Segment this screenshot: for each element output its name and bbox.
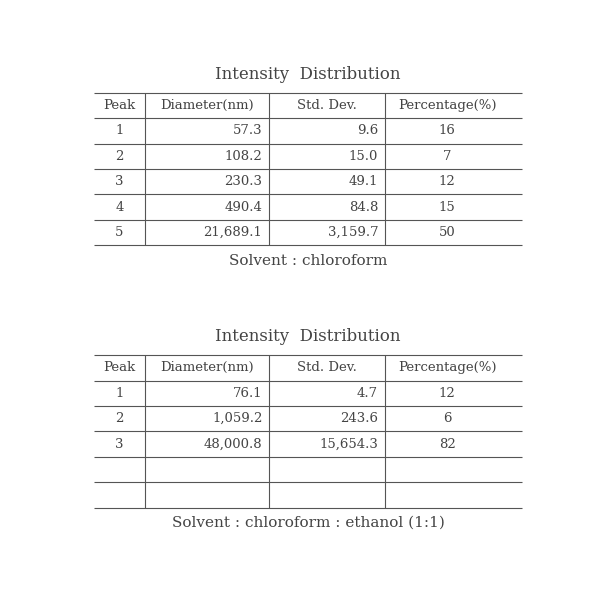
Text: 3: 3 xyxy=(115,437,124,451)
Text: 50: 50 xyxy=(439,226,456,239)
Text: Peak: Peak xyxy=(103,361,136,374)
Text: 16: 16 xyxy=(439,124,456,137)
Text: 4: 4 xyxy=(115,200,124,214)
Text: 490.4: 490.4 xyxy=(225,200,263,214)
Text: Diameter(nm): Diameter(nm) xyxy=(160,361,254,374)
Text: 4.7: 4.7 xyxy=(357,387,378,400)
Text: 48,000.8: 48,000.8 xyxy=(204,437,263,451)
Text: Peak: Peak xyxy=(103,99,136,112)
Text: 1: 1 xyxy=(115,387,124,400)
Text: Diameter(nm): Diameter(nm) xyxy=(160,99,254,112)
Text: 12: 12 xyxy=(439,387,456,400)
Text: 57.3: 57.3 xyxy=(233,124,263,137)
Text: 1: 1 xyxy=(115,124,124,137)
Text: 15,654.3: 15,654.3 xyxy=(319,437,378,451)
Text: 1,059.2: 1,059.2 xyxy=(212,412,263,425)
Text: 108.2: 108.2 xyxy=(225,150,263,163)
Text: Intensity  Distribution: Intensity Distribution xyxy=(215,65,401,83)
Text: 15.0: 15.0 xyxy=(349,150,378,163)
Text: 76.1: 76.1 xyxy=(233,387,263,400)
Text: 5: 5 xyxy=(115,226,124,239)
Text: Solvent : chloroform : ethanol (1:1): Solvent : chloroform : ethanol (1:1) xyxy=(171,516,445,530)
Text: Percentage(%): Percentage(%) xyxy=(398,99,496,112)
Text: 9.6: 9.6 xyxy=(357,124,378,137)
Text: 7: 7 xyxy=(443,150,451,163)
Text: 6: 6 xyxy=(443,412,451,425)
Text: 84.8: 84.8 xyxy=(349,200,378,214)
Text: 2: 2 xyxy=(115,150,124,163)
Text: 49.1: 49.1 xyxy=(349,175,378,188)
Text: 12: 12 xyxy=(439,175,456,188)
Text: 2: 2 xyxy=(115,412,124,425)
Text: 230.3: 230.3 xyxy=(224,175,263,188)
Text: Solvent : chloroform: Solvent : chloroform xyxy=(229,254,387,268)
Text: Intensity  Distribution: Intensity Distribution xyxy=(215,328,401,345)
Text: Percentage(%): Percentage(%) xyxy=(398,361,496,374)
Text: 82: 82 xyxy=(439,437,456,451)
Text: 3,159.7: 3,159.7 xyxy=(328,226,378,239)
Text: 3: 3 xyxy=(115,175,124,188)
Text: 15: 15 xyxy=(439,200,456,214)
Text: 21,689.1: 21,689.1 xyxy=(204,226,263,239)
Text: Std. Dev.: Std. Dev. xyxy=(297,99,357,112)
Text: 243.6: 243.6 xyxy=(340,412,378,425)
Text: Std. Dev.: Std. Dev. xyxy=(297,361,357,374)
